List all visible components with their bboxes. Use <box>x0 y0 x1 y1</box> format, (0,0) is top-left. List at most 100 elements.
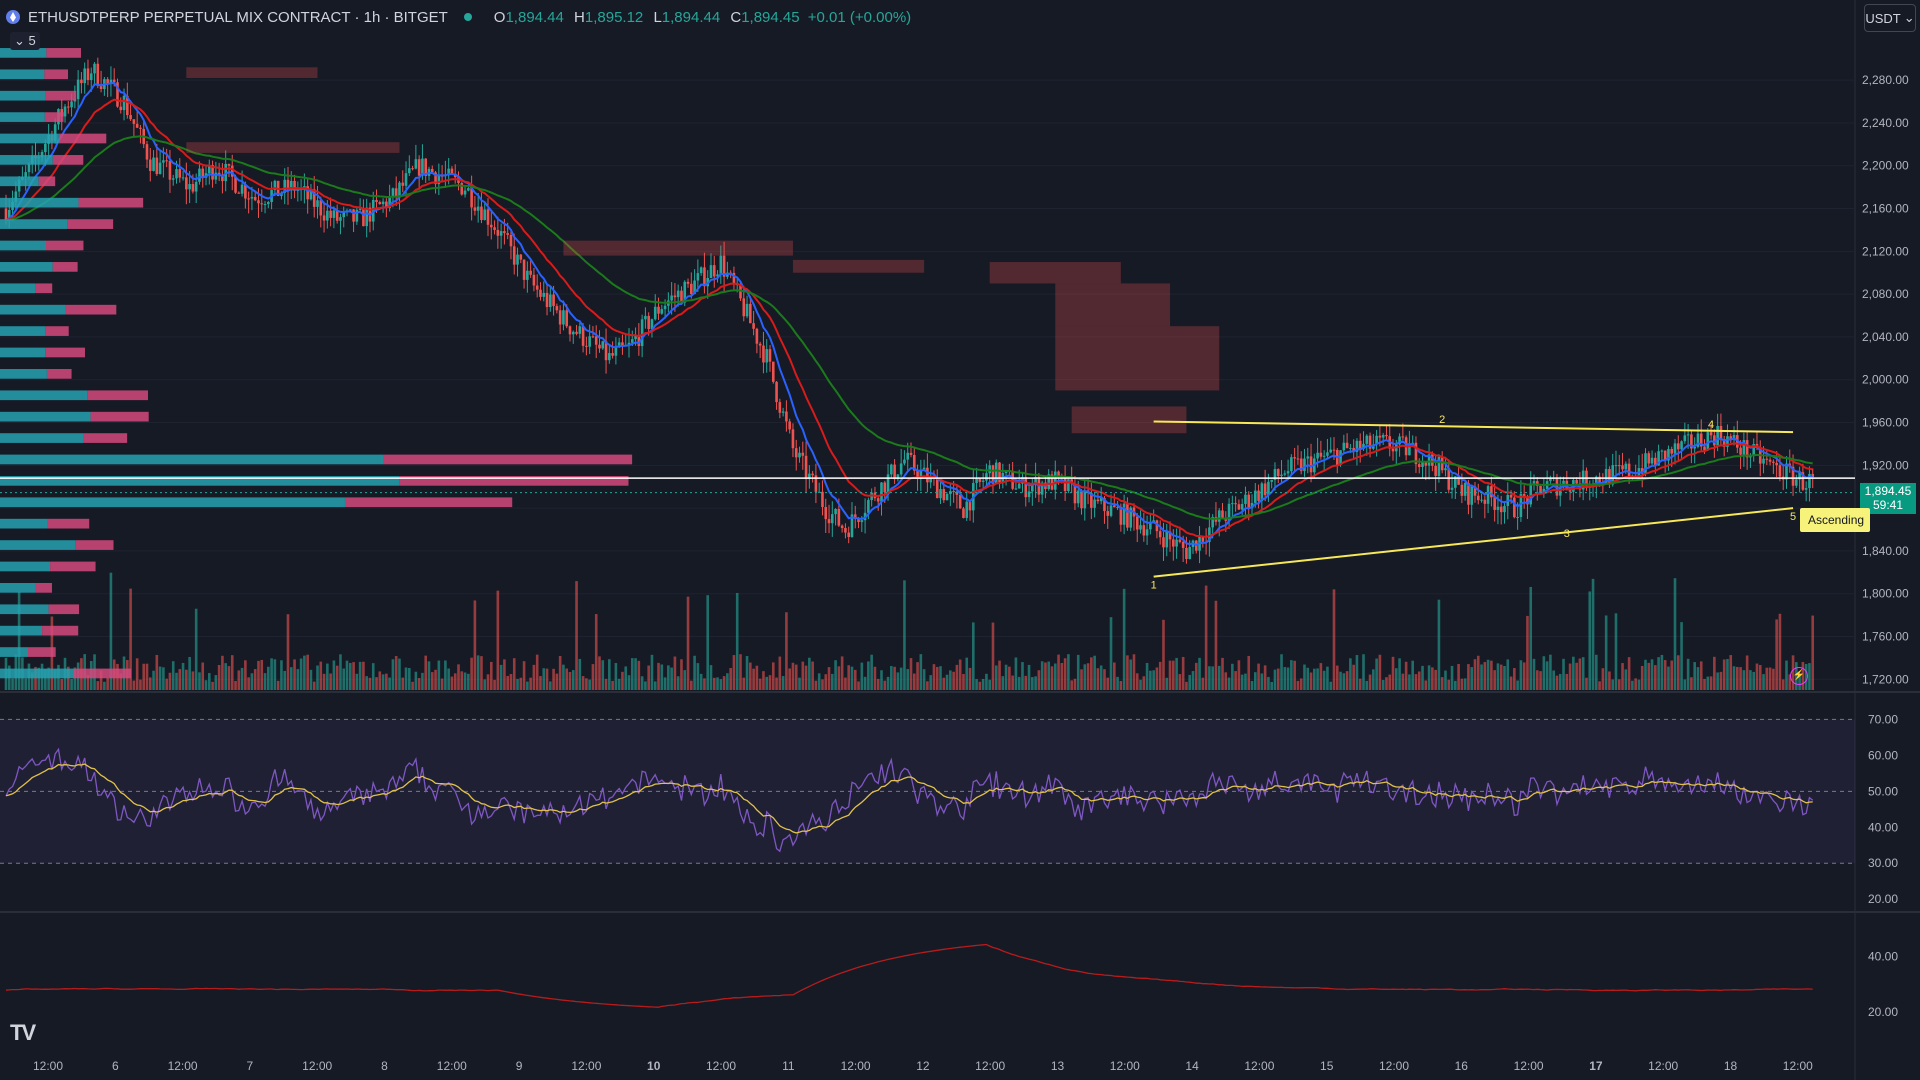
volume-bar <box>53 669 57 690</box>
high-value: 1,895.12 <box>584 8 644 26</box>
candle-body <box>765 349 769 363</box>
volume-bar <box>11 678 14 690</box>
volume-bar <box>145 663 149 690</box>
volume-bar <box>109 572 113 690</box>
volume-bar <box>1290 660 1293 690</box>
volume-bar <box>863 676 867 690</box>
volume-bar <box>132 680 136 690</box>
candle-body <box>339 217 342 221</box>
currency-select[interactable]: USDT ⌄ <box>1864 4 1916 32</box>
candle-body <box>1693 446 1696 449</box>
tradingview-logo-icon[interactable]: TV <box>10 1020 36 1045</box>
volume-bar <box>489 661 493 690</box>
candle-body <box>1116 506 1119 508</box>
candle-body <box>680 290 683 303</box>
volume-bar <box>158 666 162 690</box>
candle-body <box>916 470 919 479</box>
volume-profile-buy <box>0 176 39 187</box>
price-tick-label: 1,760.00 <box>1862 630 1909 644</box>
candle-body <box>1244 494 1247 504</box>
volume-bar <box>1808 663 1811 690</box>
volume-profile-sell <box>45 326 69 336</box>
volume-bar <box>1194 662 1198 690</box>
candle-body <box>886 474 890 493</box>
candle-body <box>67 106 70 108</box>
volume-bar <box>893 666 896 690</box>
alert-icon[interactable]: ⚡ <box>1790 667 1808 685</box>
candle-body <box>1624 463 1628 470</box>
candle-body <box>919 469 923 479</box>
candle-body <box>614 347 618 356</box>
volume-bar <box>1480 664 1483 690</box>
candle-body <box>1617 465 1621 467</box>
volume-bar <box>683 670 687 690</box>
candle-body <box>1034 477 1037 485</box>
volume-bar <box>535 654 539 690</box>
volume-bar <box>585 678 588 690</box>
candle-body <box>850 514 854 537</box>
volume-bar <box>686 596 690 690</box>
candle-body <box>1745 440 1749 458</box>
volume-bar <box>457 664 460 690</box>
volume-bar <box>499 664 503 690</box>
volume-bar <box>1076 654 1080 690</box>
candle-body <box>1581 470 1585 490</box>
volume-bar <box>1316 668 1319 690</box>
supply-zones <box>186 67 1220 434</box>
price-tick-label: 2,000.00 <box>1862 373 1909 387</box>
symbol-title[interactable]: ETHUSDTPERP PERPETUAL MIX CONTRACT · 1h … <box>28 8 448 26</box>
candle-body <box>283 179 287 193</box>
pattern-label[interactable]: Ascending <box>1800 508 1870 532</box>
volume-bar <box>453 673 457 690</box>
candle-body <box>712 265 716 277</box>
volume-bar <box>1372 669 1375 690</box>
candle-body <box>585 345 588 347</box>
volume-bar <box>1778 613 1782 690</box>
candle-body <box>1627 463 1631 477</box>
price-tick-label: 2,200.00 <box>1862 159 1909 173</box>
volume-bar <box>781 676 785 690</box>
indicators-collapse-button[interactable]: ⌄ 5 <box>10 32 40 50</box>
candle-body <box>1126 503 1129 528</box>
volume-bar <box>270 658 273 690</box>
volume-bar <box>263 673 267 690</box>
candle-body <box>1398 436 1401 445</box>
candle-body <box>1280 474 1283 477</box>
candle-body <box>1447 468 1451 490</box>
volume-bar <box>558 656 562 690</box>
volume-bar <box>712 677 716 690</box>
volume-bar <box>306 654 309 690</box>
candle-body <box>53 124 57 141</box>
volume-bar <box>312 681 316 690</box>
volume-bar <box>876 678 880 690</box>
candle-body <box>168 160 172 180</box>
candle-body <box>778 402 782 413</box>
volume-profile-buy <box>0 561 51 572</box>
candle-body <box>565 310 569 327</box>
supply-zone <box>563 240 793 256</box>
candle-body <box>637 336 641 347</box>
candle-body <box>512 246 516 265</box>
candle-body <box>1493 497 1496 510</box>
candle-body <box>1434 465 1437 476</box>
volume-bar <box>1444 670 1447 690</box>
volume-bar <box>1309 672 1313 690</box>
volume-bar <box>1670 660 1674 690</box>
volume-bar <box>1103 669 1106 690</box>
volume-bar <box>276 680 280 690</box>
candle-body <box>165 160 168 162</box>
candle-body <box>1670 449 1674 454</box>
volume-bar <box>1552 670 1555 690</box>
candle-body <box>1135 516 1139 530</box>
volume-bar <box>1742 670 1746 690</box>
volume-bar <box>526 681 529 690</box>
volume-bar <box>1627 657 1631 690</box>
volume-bar <box>1119 681 1123 690</box>
candle-body <box>437 175 441 185</box>
volume-bar <box>1270 681 1273 690</box>
volume-bar <box>1657 657 1660 690</box>
candle-body <box>1342 442 1346 451</box>
candle-body <box>690 283 693 295</box>
price-tick-label: 1,920.00 <box>1862 458 1909 472</box>
